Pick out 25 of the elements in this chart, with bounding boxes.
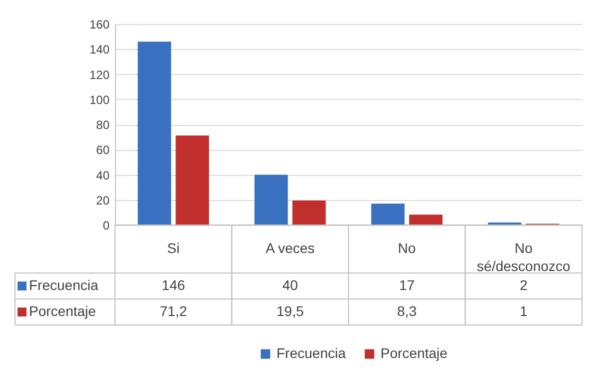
y-tick-label: 120 bbox=[89, 68, 110, 82]
data-label: 19,5 bbox=[276, 303, 304, 319]
y-tick-label: 140 bbox=[89, 42, 110, 57]
y-tick-label: 80 bbox=[96, 118, 110, 132]
x-tick-label: No sé/desconozco bbox=[476, 240, 571, 274]
y-tick-label: 40 bbox=[96, 168, 110, 182]
y-tick-label: 0 bbox=[102, 218, 110, 232]
x-tick-label: A veces bbox=[266, 240, 315, 256]
y-tick-label: 60 bbox=[96, 143, 110, 158]
data-label: 1 bbox=[520, 303, 528, 319]
data-label: 8,3 bbox=[397, 303, 417, 319]
data-label: 71,2 bbox=[160, 303, 188, 319]
x-tick-label: No bbox=[398, 240, 416, 256]
x-tick-label: Si bbox=[167, 240, 180, 256]
data-label: 40 bbox=[282, 277, 298, 293]
y-tick-label: 100 bbox=[89, 92, 110, 107]
legend-label: Porcentaje bbox=[29, 303, 96, 319]
data-label: 17 bbox=[399, 277, 415, 293]
data-label: 146 bbox=[162, 277, 186, 293]
legend-label: Frecuencia bbox=[29, 277, 98, 293]
text: Frecuencia bbox=[276, 345, 346, 361]
text: Porcentaje bbox=[380, 345, 448, 361]
data-label: 2 bbox=[520, 277, 528, 293]
y-tick-label: 20 bbox=[96, 193, 110, 208]
y-tick-label: 160 bbox=[89, 18, 110, 32]
